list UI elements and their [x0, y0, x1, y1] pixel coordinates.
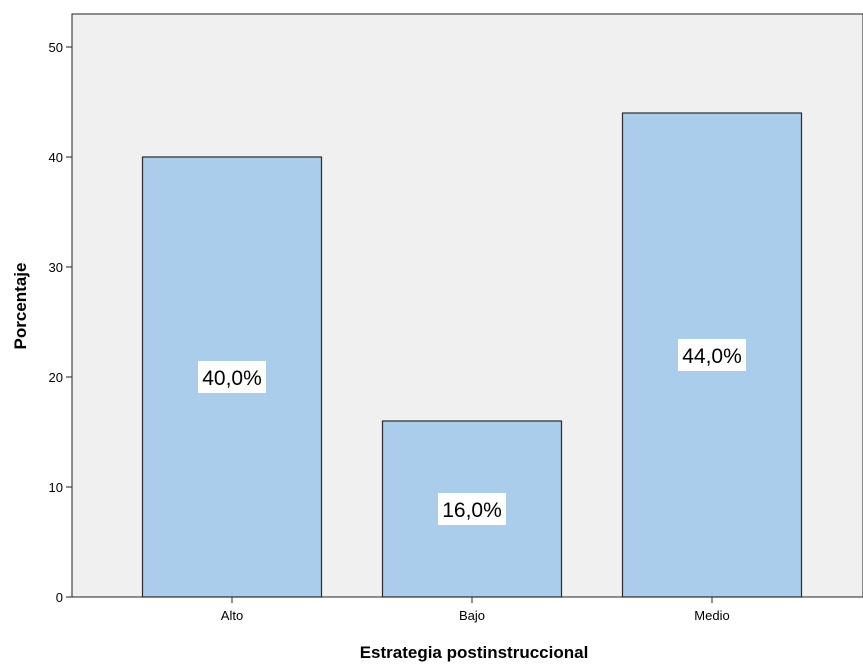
y-tick-label: 30 [49, 260, 63, 275]
bar-data-labels: 40,0% 16,0% 44,0% [198, 339, 746, 525]
y-tick-label: 50 [49, 40, 63, 55]
data-label-bajo: 16,0% [442, 499, 502, 522]
x-tick-label-alto: Alto [221, 608, 243, 623]
x-axis: Alto Bajo Medio [72, 596, 863, 623]
y-tick-label: 10 [49, 480, 63, 495]
x-tick-label-bajo: Bajo [459, 608, 485, 623]
data-label-alto: 40,0% [202, 367, 262, 390]
data-label-box [438, 493, 506, 525]
x-axis-title: Estrategia postinstruccional [360, 643, 589, 662]
data-label-medio: 44,0% [682, 345, 742, 368]
y-axis: 0 10 20 30 40 50 [49, 14, 73, 605]
y-tick-label: 40 [49, 150, 63, 165]
y-tick-label: 20 [49, 370, 63, 385]
x-tick-label-medio: Medio [694, 608, 729, 623]
data-label-box [678, 339, 746, 371]
data-label-box [198, 361, 266, 393]
y-axis-title: Porcentaje [11, 263, 30, 350]
y-tick-label: 0 [56, 590, 63, 605]
